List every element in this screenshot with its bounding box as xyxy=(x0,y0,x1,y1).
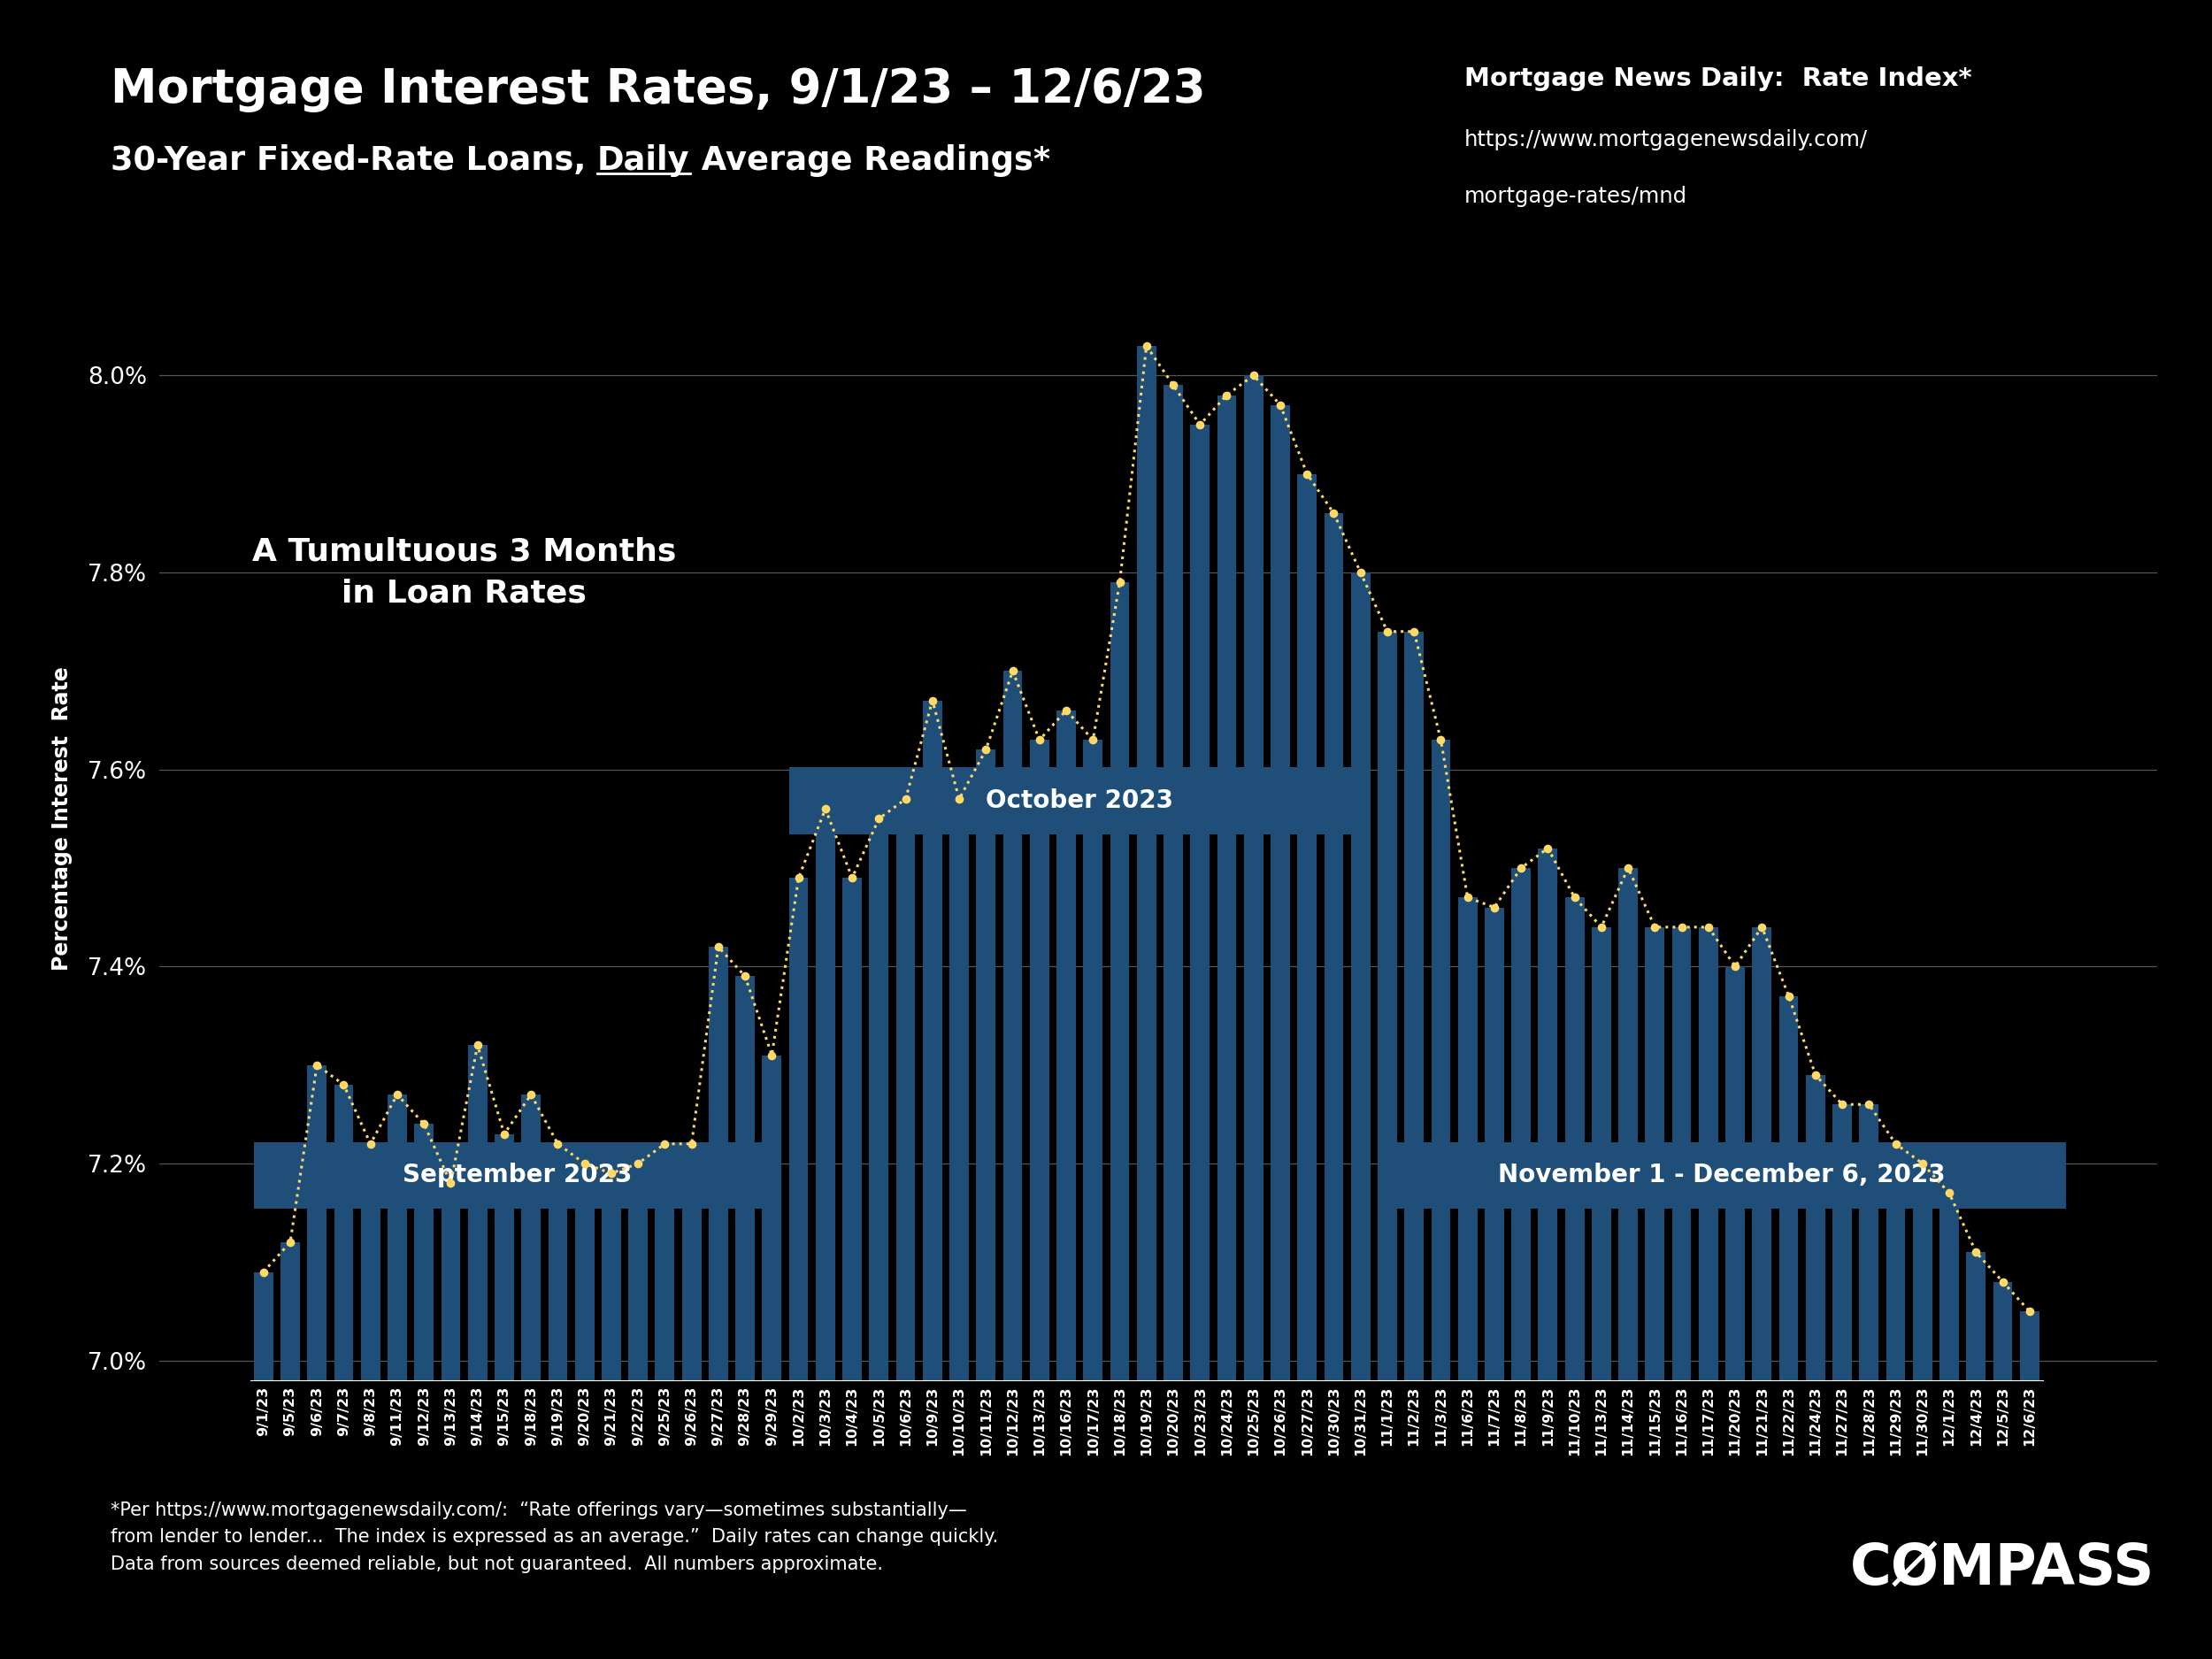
Bar xyxy=(1619,868,1637,1659)
Bar xyxy=(628,1163,648,1659)
Bar xyxy=(734,977,754,1659)
Bar xyxy=(655,1143,675,1659)
Bar xyxy=(1431,740,1451,1659)
Bar xyxy=(763,1055,781,1659)
Bar xyxy=(1778,995,1798,1659)
Bar xyxy=(1672,927,1692,1659)
Bar xyxy=(307,1065,327,1659)
Bar xyxy=(1752,927,1772,1659)
Bar xyxy=(1031,740,1048,1659)
Text: CØMPASS: CØMPASS xyxy=(1849,1541,2154,1596)
Bar xyxy=(1190,425,1210,1659)
Bar xyxy=(549,1143,568,1659)
Bar xyxy=(414,1125,434,1659)
Bar xyxy=(387,1095,407,1659)
Bar xyxy=(495,1135,513,1659)
Bar xyxy=(1564,898,1584,1659)
Bar xyxy=(602,1173,622,1659)
Bar xyxy=(281,1243,301,1659)
Bar xyxy=(1164,385,1183,1659)
Bar xyxy=(790,878,807,1659)
FancyBboxPatch shape xyxy=(790,768,1369,834)
Bar xyxy=(1913,1163,1931,1659)
Bar xyxy=(816,810,834,1659)
Bar xyxy=(922,700,942,1659)
Bar xyxy=(1110,582,1130,1659)
Bar xyxy=(1887,1143,1905,1659)
Y-axis label: Percentage Interest  Rate: Percentage Interest Rate xyxy=(51,667,73,971)
Text: A Tumultuous 3 Months
in Loan Rates: A Tumultuous 3 Months in Loan Rates xyxy=(252,536,677,609)
Bar xyxy=(361,1143,380,1659)
Text: Mortgage News Daily:  Rate Index*: Mortgage News Daily: Rate Index* xyxy=(1464,66,1971,91)
Bar xyxy=(1352,572,1369,1659)
Bar xyxy=(1057,710,1075,1659)
Bar xyxy=(949,800,969,1659)
Text: September 2023: September 2023 xyxy=(403,1163,633,1188)
Bar xyxy=(1593,927,1610,1659)
Bar xyxy=(1860,1105,1878,1659)
FancyBboxPatch shape xyxy=(254,1141,781,1209)
Bar xyxy=(1537,848,1557,1659)
FancyBboxPatch shape xyxy=(1378,1141,2066,1209)
Bar xyxy=(1966,1253,1986,1659)
Text: Daily: Daily xyxy=(597,144,690,178)
Bar xyxy=(522,1095,540,1659)
Bar xyxy=(1378,632,1398,1659)
Bar xyxy=(1084,740,1102,1659)
Bar xyxy=(1511,868,1531,1659)
Bar xyxy=(1832,1105,1851,1659)
Bar xyxy=(1646,927,1663,1659)
Bar xyxy=(440,1183,460,1659)
Text: *Per https://www.mortgagenewsdaily.com/:  “Rate offerings vary—sometimes substan: *Per https://www.mortgagenewsdaily.com/:… xyxy=(111,1501,998,1573)
Bar xyxy=(1484,907,1504,1659)
Bar xyxy=(1405,632,1425,1659)
Bar xyxy=(1137,345,1157,1659)
Bar xyxy=(1699,927,1719,1659)
Bar xyxy=(1805,1075,1825,1659)
Text: https://www.mortgagenewsdaily.com/: https://www.mortgagenewsdaily.com/ xyxy=(1464,129,1867,151)
Bar xyxy=(843,878,863,1659)
Bar xyxy=(334,1085,354,1659)
Bar xyxy=(869,818,889,1659)
Bar xyxy=(1002,670,1022,1659)
Text: October 2023: October 2023 xyxy=(987,788,1172,813)
Bar xyxy=(2020,1311,2039,1659)
Bar xyxy=(469,1045,487,1659)
Bar xyxy=(708,947,728,1659)
Text: Average Readings*: Average Readings* xyxy=(690,144,1051,178)
Bar xyxy=(1270,405,1290,1659)
Bar xyxy=(1458,898,1478,1659)
Bar xyxy=(1243,375,1263,1659)
Bar xyxy=(1940,1193,1960,1659)
Bar xyxy=(254,1272,272,1659)
Bar xyxy=(575,1163,595,1659)
Text: November 1 - December 6, 2023: November 1 - December 6, 2023 xyxy=(1498,1163,1947,1188)
Bar xyxy=(975,750,995,1659)
Bar xyxy=(1325,513,1343,1659)
Bar xyxy=(681,1143,701,1659)
Bar xyxy=(1298,474,1316,1659)
Text: Mortgage Interest Rates, 9/1/23 – 12/6/23: Mortgage Interest Rates, 9/1/23 – 12/6/2… xyxy=(111,66,1206,113)
Text: 30-Year Fixed-Rate Loans,: 30-Year Fixed-Rate Loans, xyxy=(111,144,597,178)
Bar xyxy=(1993,1282,2013,1659)
Bar xyxy=(896,800,916,1659)
Text: mortgage-rates/mnd: mortgage-rates/mnd xyxy=(1464,186,1688,207)
Bar xyxy=(1217,395,1237,1659)
Bar xyxy=(1725,967,1745,1659)
